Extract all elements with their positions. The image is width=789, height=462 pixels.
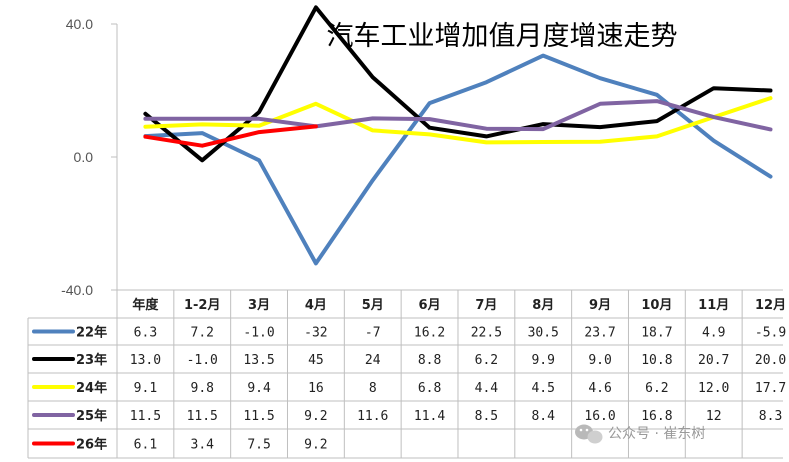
data-table-cell: -1.0 <box>243 326 274 341</box>
data-table-cell: -1.0 <box>187 353 218 368</box>
data-table-cell: 4.5 <box>531 381 554 396</box>
data-table-cell: 11.4 <box>414 409 445 424</box>
data-table-cell: 11.5 <box>130 409 161 424</box>
data-table-cell: 3.4 <box>191 438 215 453</box>
category-label: 11月 <box>698 298 729 313</box>
data-table-cell: -7 <box>365 326 381 341</box>
watermark: 公众号 · 崔东树 <box>575 424 705 444</box>
series-line <box>143 124 318 148</box>
data-table-cell: 12 <box>706 409 722 424</box>
data-table-cell: 9.2 <box>304 438 327 453</box>
data-table-cell: 8.5 <box>475 409 498 424</box>
data-table-cell: 12.0 <box>698 381 729 396</box>
data-table-cell: 4.6 <box>588 381 611 396</box>
data-table-cell: 13.0 <box>130 353 161 368</box>
data-table-cell: 22.5 <box>471 326 502 341</box>
category-label: 8月 <box>532 298 554 313</box>
data-table-cell: 24 <box>365 353 381 368</box>
data-table-grid <box>27 289 783 459</box>
data-table-cell: 10.8 <box>641 353 672 368</box>
category-label: 3月 <box>248 298 270 313</box>
data-table-cell: -5.9 <box>755 326 786 341</box>
data-table-cell: 9.4 <box>247 381 271 396</box>
data-table-cell: 23.7 <box>584 326 615 341</box>
data-table-cell: 8 <box>369 381 377 396</box>
legend-label: 26年 <box>76 437 107 453</box>
category-label: 10月 <box>641 298 672 313</box>
data-table-cell: 9.2 <box>304 409 327 424</box>
data-table-cell: 11.5 <box>243 409 274 424</box>
data-table-cell: 11.5 <box>187 409 218 424</box>
data-table-cell: 20.7 <box>698 353 729 368</box>
data-table-cell: 9.8 <box>191 381 214 396</box>
watermark-text: 公众号 · 崔东树 <box>608 426 705 442</box>
data-table-cell: 6.2 <box>645 381 668 396</box>
category-label: 年度 <box>132 297 159 313</box>
y-tick-label: -40.0 <box>61 282 93 298</box>
data-table-cell: 16.8 <box>641 409 672 424</box>
category-label: 5月 <box>362 298 384 313</box>
data-table-cell: 9.9 <box>531 353 554 368</box>
data-table-cell: 4.4 <box>475 381 499 396</box>
data-table-cell: 7.2 <box>191 326 214 341</box>
data-table-cell: 7.5 <box>247 438 270 453</box>
series-line <box>143 99 773 132</box>
legend-label: 23年 <box>76 352 107 368</box>
data-table-cell: 6.3 <box>134 326 157 341</box>
category-label: 7月 <box>475 298 497 313</box>
legend-label: 22年 <box>76 325 107 341</box>
data-table-cell: 16.0 <box>584 409 615 424</box>
data-table-cell: -32 <box>304 326 327 341</box>
data-table-cell: 6.2 <box>475 353 498 368</box>
chart-title: 汽车工业增加值月度增速走势 <box>327 21 678 52</box>
data-table-cell: 18.7 <box>641 326 672 341</box>
data-table-cell: 6.1 <box>134 438 157 453</box>
data-table-cell: 9.0 <box>588 353 611 368</box>
data-table-cell: 8.3 <box>759 409 782 424</box>
data-table-cell: 16.2 <box>414 326 445 341</box>
category-label: 12月 <box>755 298 786 313</box>
category-label: 6月 <box>419 298 441 313</box>
series-line <box>143 96 773 145</box>
category-label: 1-2月 <box>184 298 221 313</box>
data-table-cell: 17.7 <box>755 381 786 396</box>
data-table-cell: 8.8 <box>418 353 441 368</box>
data-table-cell: 45 <box>308 353 324 368</box>
legend-label: 24年 <box>76 380 107 396</box>
category-label: 9月 <box>589 298 611 313</box>
data-table-cell: 13.5 <box>243 353 274 368</box>
data-table-cell: 11.6 <box>357 409 388 424</box>
data-table-cell: 4.9 <box>702 326 725 341</box>
data-table: 年度 1-2月 3月 4月 5月 6月 7月 8月 9月 10月 11月 12月 22年 6.3 7.2 -1… <box>32 297 786 453</box>
data-table-cell: 8.4 <box>531 409 555 424</box>
data-table-cell: 16 <box>308 381 324 396</box>
data-table-cell: 9.1 <box>134 381 157 396</box>
wechat-icon <box>575 424 603 444</box>
y-tick-label: 40.0 <box>66 16 93 32</box>
series-lines <box>143 5 773 266</box>
category-label: 4月 <box>305 298 327 313</box>
chart-axes: 40.0 0.0 -40.0 <box>61 16 118 298</box>
data-table-cell: 30.5 <box>528 326 559 341</box>
data-table-cell: 6.8 <box>418 381 441 396</box>
y-tick-label: 0.0 <box>74 149 94 165</box>
data-table-cell: 20.0 <box>755 353 786 368</box>
legend-label: 25年 <box>76 408 107 424</box>
